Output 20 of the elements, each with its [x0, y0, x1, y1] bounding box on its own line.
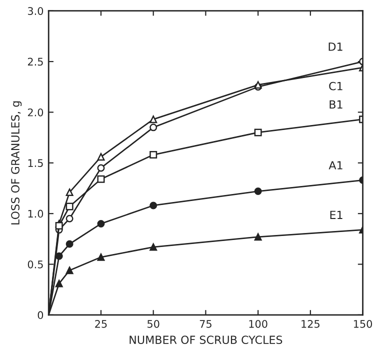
- x-tick-label: 25: [95, 320, 107, 328]
- x-tick-label: 50: [148, 320, 160, 328]
- series-label: D1: [328, 42, 342, 51]
- x-tick-label: 150: [354, 320, 372, 328]
- series-label: C1: [329, 82, 342, 90]
- x-tick-label: 75: [200, 320, 212, 328]
- y-tick-label: 2.0: [28, 108, 44, 116]
- y-tick-label: 0.5: [28, 260, 43, 268]
- y-tick-label: 2.5: [28, 58, 43, 66]
- series-label: B1: [330, 100, 342, 108]
- y-tick-label: 0: [38, 311, 44, 320]
- y-tick-label: 1.0: [28, 210, 44, 218]
- legend-label: A1: [328, 161, 342, 170]
- y-tick-label: 3.0: [28, 7, 44, 15]
- x-tick-label: 125: [302, 320, 320, 328]
- x-axis-title: NUMBER OF SCRUB CYCLES: [130, 336, 282, 344]
- y-axis-title: LOSS OF GRANULES, g: [11, 101, 22, 224]
- x-tick-label: 100: [249, 320, 268, 328]
- y-tick-label: 1.5: [28, 159, 43, 168]
- legend-label: E1: [330, 210, 342, 219]
